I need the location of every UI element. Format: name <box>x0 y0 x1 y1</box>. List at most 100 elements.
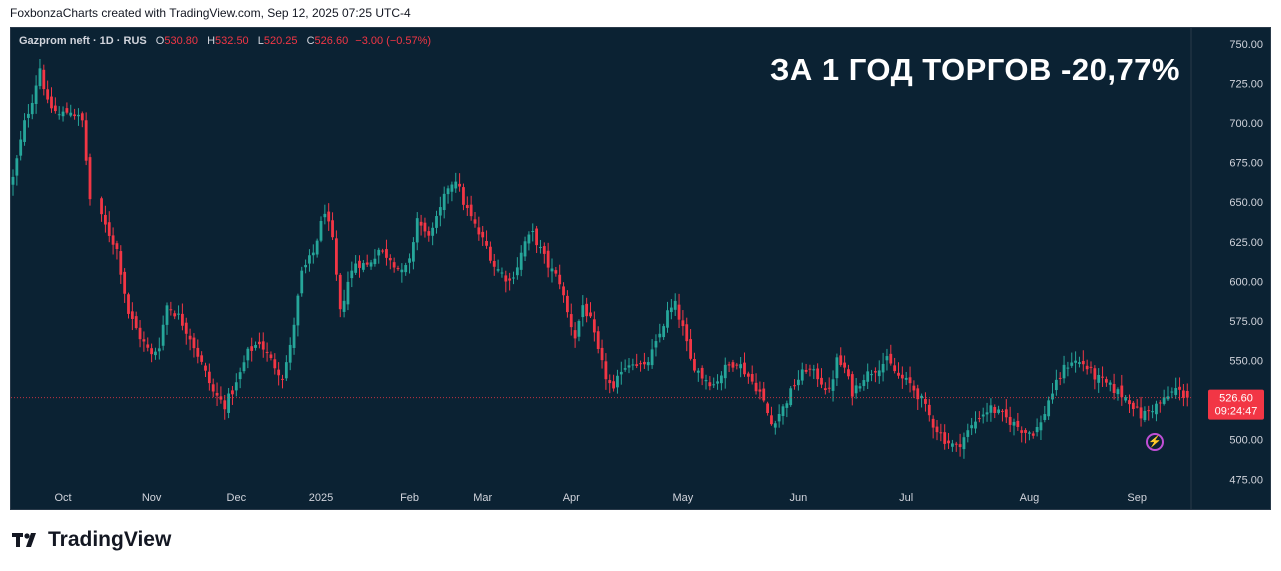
candle-body <box>84 120 88 161</box>
candle-body <box>712 384 716 386</box>
candle-body <box>254 345 257 348</box>
candle-body <box>296 295 300 326</box>
candle-body <box>939 432 943 434</box>
candle-body <box>693 359 696 371</box>
candle-body <box>1043 414 1047 421</box>
candle-body <box>1185 390 1189 398</box>
y-tick-label: 750.00 <box>1229 39 1263 51</box>
candle-body <box>65 108 69 113</box>
candle-body <box>335 238 338 275</box>
candle-body <box>1139 407 1143 419</box>
candle-body <box>870 374 873 376</box>
candle-body <box>15 158 19 176</box>
candle-body <box>300 270 304 294</box>
lightning-icon[interactable]: ⚡ <box>1146 433 1164 451</box>
candle-body <box>874 371 877 373</box>
candle-body <box>427 231 431 236</box>
candle-body <box>850 374 854 397</box>
candle-body <box>250 346 254 351</box>
candle-body <box>1116 389 1120 395</box>
candle-body <box>308 255 311 264</box>
candle-body <box>42 69 46 90</box>
candle-body <box>604 361 608 380</box>
low-value: 520.25 <box>263 35 298 47</box>
candle-body <box>904 377 908 380</box>
price-chart[interactable]: 750.00 725.00 700.00 675.00 650.00 625.00 600.… <box>11 28 1271 510</box>
candle-body <box>292 324 296 348</box>
candle-body <box>489 246 492 261</box>
candle-body <box>34 85 38 104</box>
candle-body <box>673 300 677 310</box>
candle-body <box>1020 430 1024 433</box>
candle-body <box>130 311 134 319</box>
candle-body <box>1035 426 1039 433</box>
candle-body <box>569 314 573 328</box>
candle-body <box>566 295 569 313</box>
candle-body <box>1012 421 1016 426</box>
candle-body <box>104 214 107 225</box>
candle-body <box>951 443 954 447</box>
candle-body <box>473 219 477 224</box>
candle-body <box>204 365 207 371</box>
candle-body <box>1089 366 1093 368</box>
candle-body <box>1031 433 1035 436</box>
candle-body <box>773 423 777 428</box>
candle-body <box>558 274 562 285</box>
candle-body <box>619 371 623 375</box>
candle-body <box>804 369 808 372</box>
candle-body <box>1131 402 1135 409</box>
candle-body <box>820 377 823 385</box>
candle-body <box>866 371 870 382</box>
candle-body <box>1151 411 1154 413</box>
candle-body <box>916 388 920 400</box>
candle-body <box>977 418 981 420</box>
candle-body <box>531 230 535 232</box>
candle-body <box>935 426 939 433</box>
candle-body <box>319 221 323 241</box>
candle-body <box>512 277 515 279</box>
candle-body <box>423 222 427 232</box>
candle-body <box>612 381 615 389</box>
candle-body <box>1001 410 1004 412</box>
candle-body <box>469 204 473 217</box>
candle-body <box>88 157 92 200</box>
candle-body <box>854 385 858 394</box>
candle-body <box>1081 360 1085 365</box>
candle-body <box>354 263 358 273</box>
candle-body <box>1024 430 1027 433</box>
x-tick-label: Oct <box>54 492 71 504</box>
candle-body <box>1135 406 1139 408</box>
candle-body <box>1062 364 1066 379</box>
candle-body <box>831 379 835 391</box>
candle-body <box>577 320 581 337</box>
candle-body <box>646 362 650 366</box>
chart-area[interactable]: 750.00 725.00 700.00 675.00 650.00 625.00 600.… <box>10 27 1271 510</box>
candle-body <box>839 355 843 365</box>
candle-body <box>1058 377 1062 379</box>
candle-body <box>1174 388 1178 395</box>
candle-body <box>743 362 746 375</box>
symbol-label[interactable]: Gazprom neft · 1D · RUS <box>19 35 147 47</box>
candle-body <box>338 274 342 310</box>
candle-body <box>188 335 192 340</box>
candle-body <box>246 348 250 361</box>
candle-body <box>981 414 985 417</box>
candle-body <box>535 228 538 246</box>
candle-body <box>1028 432 1031 434</box>
candle-body <box>107 222 111 236</box>
candle-body <box>542 246 546 254</box>
candle-body <box>342 300 346 312</box>
candle-body <box>797 379 800 386</box>
x-tick-label: Apr <box>563 492 580 504</box>
candle-body <box>173 313 177 317</box>
x-tick-label: Mar <box>473 492 492 504</box>
candle-body <box>858 386 862 389</box>
candle-body <box>192 337 196 349</box>
candle-body <box>127 294 130 314</box>
candle-body <box>1054 379 1058 391</box>
candle-body <box>1097 374 1101 383</box>
candle-body <box>408 258 411 263</box>
candle-body <box>462 187 465 205</box>
candle-body <box>311 252 315 256</box>
candle-body <box>177 313 180 315</box>
